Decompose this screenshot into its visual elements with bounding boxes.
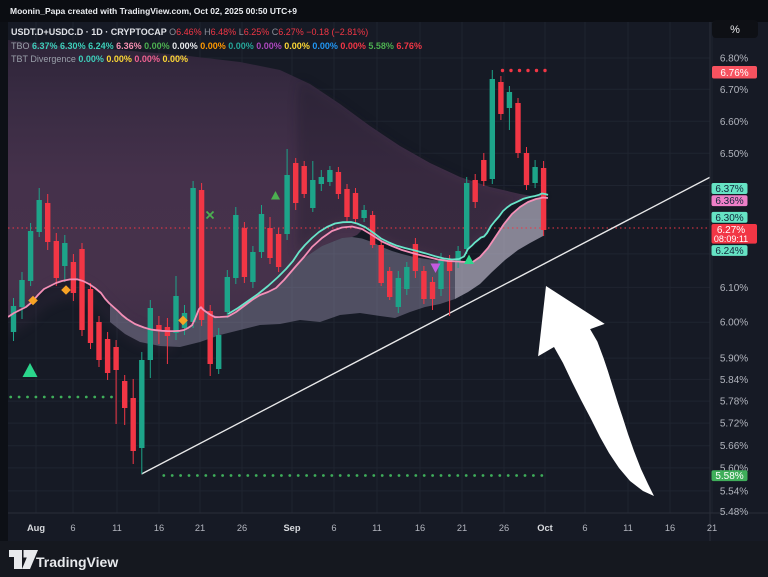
svg-text:6.30%: 6.30% (715, 213, 743, 224)
svg-text:Moonin_Papa created with Tradi: Moonin_Papa created with TradingView.com… (10, 6, 297, 16)
svg-text:11: 11 (623, 523, 633, 533)
svg-text:6: 6 (582, 523, 587, 533)
svg-text:6: 6 (70, 523, 75, 533)
svg-text:6.50%: 6.50% (720, 149, 748, 160)
svg-text:5.66%: 5.66% (720, 441, 748, 452)
svg-text:6.00%: 6.00% (720, 318, 748, 329)
svg-text:5.84%: 5.84% (720, 375, 748, 386)
svg-text:6.10%: 6.10% (720, 283, 748, 294)
svg-text:6: 6 (331, 523, 336, 533)
svg-text:%: % (730, 24, 740, 36)
svg-text:6.36%: 6.36% (715, 196, 743, 207)
svg-text:6.37%: 6.37% (715, 184, 743, 195)
svg-text:08:09:11: 08:09:11 (714, 234, 748, 244)
svg-text:TBO 6.37% 6.30% 6.24% 6.36% 0.: TBO 6.37% 6.30% 6.24% 6.36% 0.00% 0.00% … (11, 41, 422, 51)
svg-text:6.70%: 6.70% (720, 85, 748, 96)
svg-text:6.27%: 6.27% (717, 225, 745, 236)
svg-text:5.48%: 5.48% (720, 507, 748, 518)
svg-text:5.58%: 5.58% (715, 471, 743, 482)
svg-text:16: 16 (154, 523, 164, 533)
svg-text:21: 21 (195, 523, 205, 533)
svg-text:TBT Divergence 0.00% 0.00% 0.0: TBT Divergence 0.00% 0.00% 0.00% 0.00% (11, 54, 188, 64)
svg-text:16: 16 (415, 523, 425, 533)
svg-text:Aug: Aug (27, 523, 45, 533)
svg-text:11: 11 (112, 523, 122, 533)
svg-text:5.60%: 5.60% (720, 463, 748, 474)
svg-text:6.60%: 6.60% (720, 117, 748, 128)
svg-text:21: 21 (707, 523, 717, 533)
svg-text:26: 26 (237, 523, 247, 533)
svg-text:5.54%: 5.54% (720, 486, 748, 497)
svg-text:6.80%: 6.80% (720, 54, 748, 65)
svg-text:5.90%: 5.90% (720, 354, 748, 365)
svg-text:Oct: Oct (537, 523, 553, 533)
svg-text:USDT.D+USDC.D · 1D · CRYPTOCAP: USDT.D+USDC.D · 1D · CRYPTOCAP O6.46% H6… (11, 27, 368, 37)
svg-text:5.72%: 5.72% (720, 419, 748, 430)
svg-text:6.76%: 6.76% (720, 68, 748, 79)
svg-text:11: 11 (372, 523, 382, 533)
svg-text:Sep: Sep (283, 523, 300, 533)
svg-text:6.24%: 6.24% (715, 246, 743, 257)
svg-text:26: 26 (499, 523, 509, 533)
svg-text:TradingView: TradingView (36, 554, 118, 570)
svg-text:16: 16 (665, 523, 675, 533)
svg-text:21: 21 (457, 523, 467, 533)
svg-text:5.78%: 5.78% (720, 397, 748, 408)
